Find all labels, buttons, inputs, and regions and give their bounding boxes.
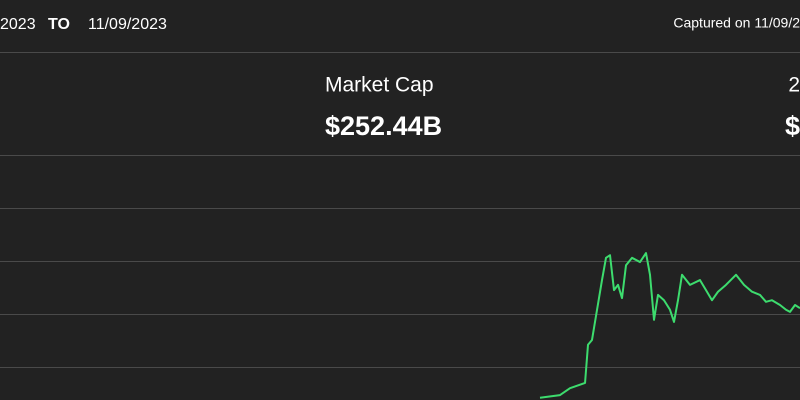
stat-label: 2 bbox=[788, 74, 800, 97]
stat-label: Market Cap bbox=[325, 74, 434, 97]
to-label: TO bbox=[48, 16, 70, 33]
stat-value: $ bbox=[785, 111, 800, 141]
captured-text: Captured on 11/09/2 bbox=[673, 15, 800, 31]
stat-value: $252.44B bbox=[325, 111, 442, 141]
to-date: 11/09/2023 bbox=[88, 16, 167, 33]
from-date: 2023 bbox=[0, 16, 36, 33]
price-line bbox=[539, 252, 800, 399]
